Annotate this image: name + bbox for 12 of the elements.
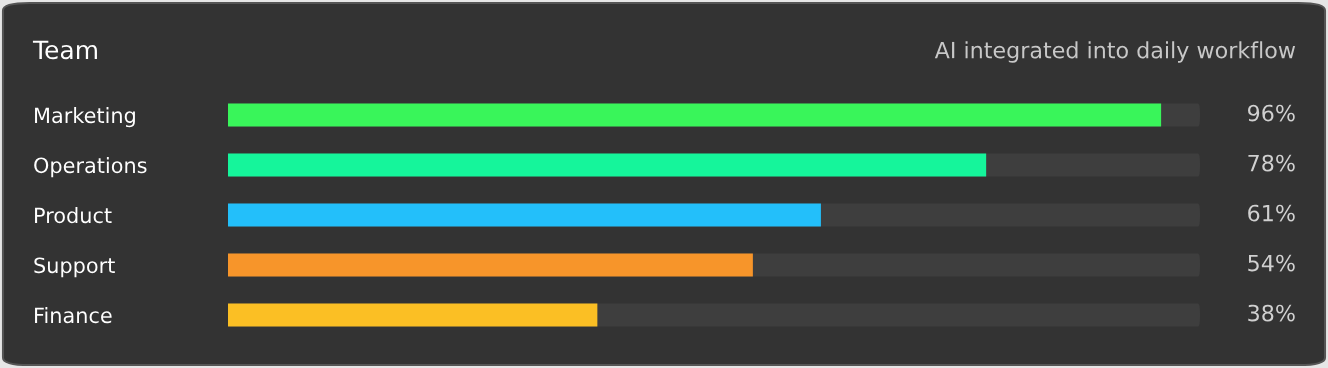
chart-title: Team	[32, 40, 97, 60]
y-tick-label: Finance	[35, 307, 112, 324]
data-label: 38%	[1248, 304, 1295, 322]
data-label: 61%	[1248, 204, 1295, 222]
data-label: 78%	[1248, 154, 1295, 172]
y-tick-label: Product	[35, 207, 112, 224]
data-label: 96%	[1248, 104, 1295, 122]
data-label: 54%	[1248, 254, 1295, 272]
chart-subtitle: AI integrated into daily workflow	[934, 41, 1296, 63]
y-tick-label: Operations	[34, 157, 147, 178]
y-tick-label: Support	[34, 257, 115, 278]
y-tick-label: Marketing	[35, 107, 135, 128]
